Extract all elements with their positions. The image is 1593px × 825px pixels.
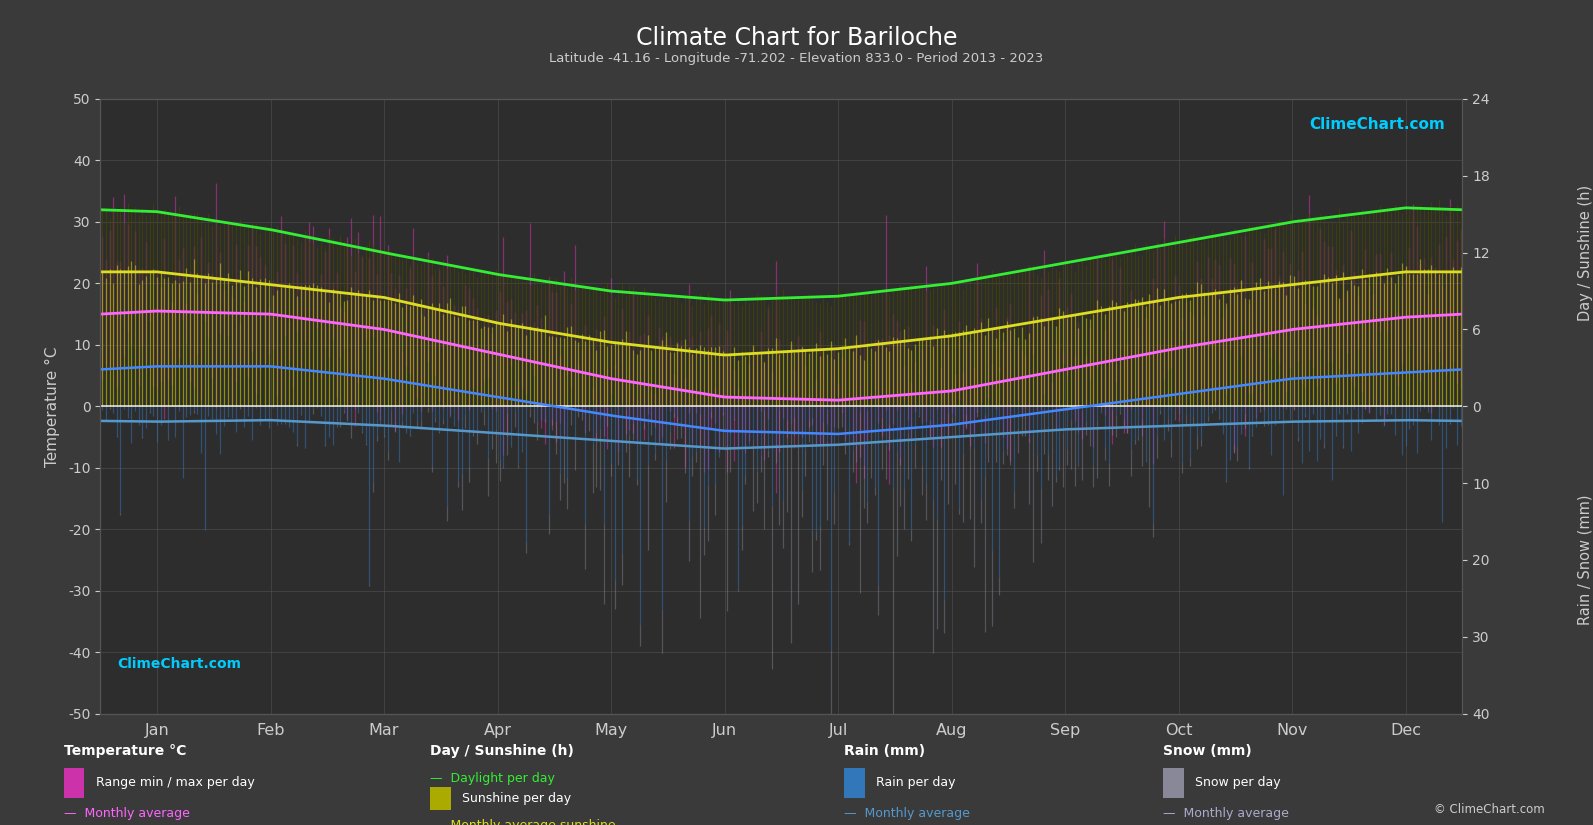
Text: —  Daylight per day: — Daylight per day: [430, 772, 554, 785]
Text: Latitude -41.16 - Longitude -71.202 - Elevation 833.0 - Period 2013 - 2023: Latitude -41.16 - Longitude -71.202 - El…: [550, 52, 1043, 65]
Text: Sunshine per day: Sunshine per day: [462, 792, 572, 805]
Text: —  Monthly average: — Monthly average: [1163, 807, 1289, 820]
Text: Climate Chart for Bariloche: Climate Chart for Bariloche: [636, 26, 957, 50]
Text: Rain per day: Rain per day: [876, 776, 956, 790]
Text: —  Monthly average: — Monthly average: [64, 807, 190, 820]
Text: Day / Sunshine (h): Day / Sunshine (h): [430, 744, 573, 758]
Text: © ClimeChart.com: © ClimeChart.com: [1434, 803, 1545, 816]
Text: —  Monthly average: — Monthly average: [844, 807, 970, 820]
Text: Snow (mm): Snow (mm): [1163, 744, 1252, 758]
Y-axis label: Temperature °C: Temperature °C: [45, 346, 61, 467]
Text: ClimeChart.com: ClimeChart.com: [1309, 117, 1445, 133]
Text: ClimeChart.com: ClimeChart.com: [118, 657, 242, 671]
Text: Day / Sunshine (h): Day / Sunshine (h): [1577, 185, 1593, 321]
Text: Snow per day: Snow per day: [1195, 776, 1281, 790]
Text: Rain / Snow (mm): Rain / Snow (mm): [1577, 495, 1593, 625]
Text: Temperature °C: Temperature °C: [64, 744, 186, 758]
Text: Rain (mm): Rain (mm): [844, 744, 926, 758]
Text: —  Monthly average sunshine: — Monthly average sunshine: [430, 819, 616, 825]
Text: Range min / max per day: Range min / max per day: [96, 776, 255, 790]
